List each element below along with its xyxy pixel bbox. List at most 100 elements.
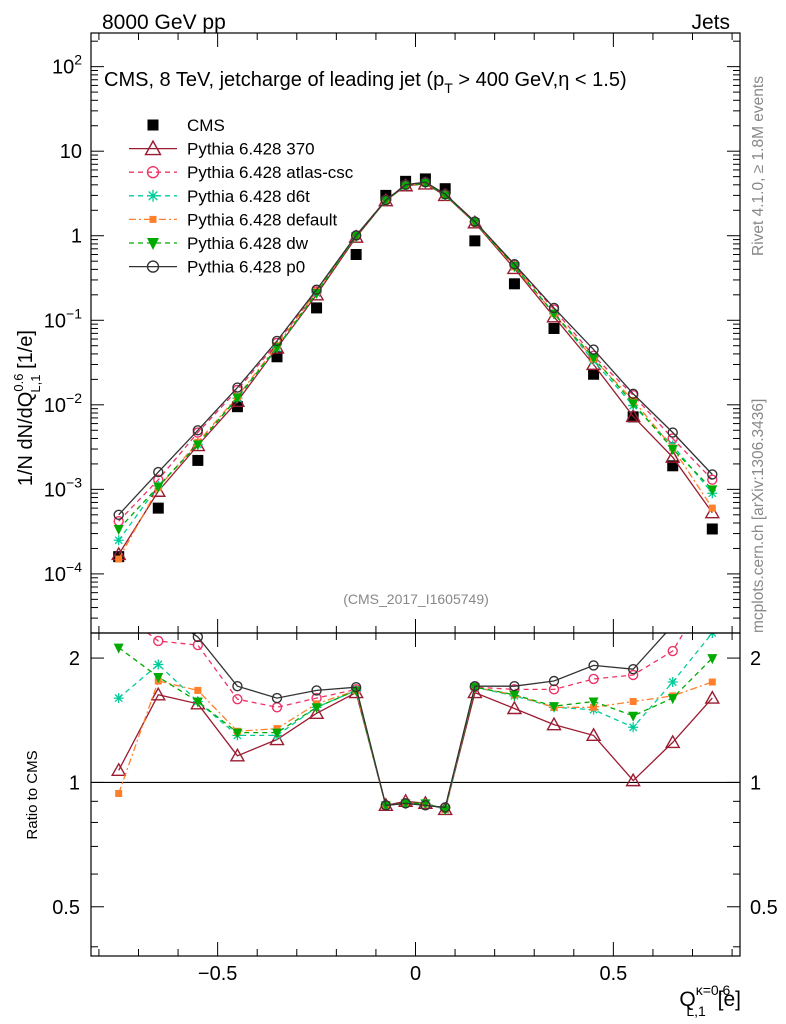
main-point-p0-10 <box>439 188 451 200</box>
plot-title: CMS, 8 TeV, jetcharge of leading jet (pT… <box>104 69 627 96</box>
main-point-dw-6 <box>351 232 362 243</box>
main-y-tick-label-base: 1 <box>71 226 82 248</box>
plot-title-rest: > 400 GeV,η < 1.5) <box>453 69 627 91</box>
main-y-tick-label-base: 10 <box>60 141 82 163</box>
ratio-point-p0-10 <box>439 802 451 813</box>
ratio-point-dw-2 <box>192 697 203 708</box>
main-point-cms-4 <box>271 351 283 363</box>
ratio-point-p0-4 <box>271 692 283 704</box>
ratio-point-atlas-14 <box>588 673 599 685</box>
legend-label-atlas: Pythia 6.428 atlas-csc <box>187 163 354 182</box>
ratio-point-p370-1 <box>150 686 166 701</box>
main-line-p0 <box>118 181 713 516</box>
ratio-point-p370-11 <box>467 684 483 699</box>
main-point-dw-3 <box>232 393 243 404</box>
x-axis-label-sub: L,1 <box>686 1003 706 1019</box>
ratio-point-p0-2 <box>192 633 204 643</box>
ratio-point-p0-16 <box>668 621 677 630</box>
main-point-dw-14 <box>588 353 599 364</box>
ratio-point-p370-0 <box>111 762 127 776</box>
main-point-cms-12 <box>508 278 520 290</box>
ratio-point-atlas-15 <box>627 669 639 681</box>
ratio-point-atlas-2 <box>192 639 204 651</box>
main-y-tick-label-base: 10 <box>44 310 66 332</box>
rivet-side-label: Rivet 4.1.0, ≥ 1.8M events <box>750 76 767 256</box>
main-point-p0-0 <box>113 509 124 521</box>
ratio-point-dw-13 <box>549 702 560 713</box>
ratio-y-tick-label-right-1: 1 <box>750 772 761 794</box>
main-point-p370-17 <box>704 504 720 519</box>
x-axis-label-sup: κ=0.6 <box>696 982 731 998</box>
ratio-point-default-15 <box>629 697 637 705</box>
ratio-point-p370-3 <box>229 747 246 762</box>
x-axis-label-main: Q <box>679 988 695 1011</box>
legend-marker-atlas <box>146 165 160 179</box>
ratio-point-p0-13 <box>548 675 560 687</box>
main-point-dw-12 <box>509 261 520 272</box>
main-point-p0-13 <box>548 302 560 314</box>
ratio-point-p0-1 <box>154 607 163 616</box>
ratio-point-dw-5 <box>311 703 322 714</box>
ratio-point-p370-16 <box>665 734 681 749</box>
main-y-tick-label-base: 10 <box>52 57 74 79</box>
ratio-point-p0-3 <box>232 680 243 692</box>
main-point-dw-7 <box>380 196 391 207</box>
main-point-p0-1 <box>153 466 164 478</box>
ratio-point-d6t-0 <box>113 693 124 704</box>
ratio-line-p370 <box>118 691 713 811</box>
header-left-label: 8000 GeV pp <box>102 11 226 34</box>
ratio-point-p0-8 <box>400 798 411 809</box>
ratio-point-atlas-16 <box>667 645 678 657</box>
main-point-p370-16 <box>665 449 681 463</box>
ratio-point-p0-0 <box>114 581 123 590</box>
main-y-axis-label-main: 1/N dN/dQ <box>15 392 37 486</box>
mcplots-side-label: mcplots.cern.ch [arXiv:1306.3436] <box>750 399 767 633</box>
ratio-point-dw-10 <box>440 805 451 816</box>
main-y-axis-label-sup: 0.6 <box>11 374 26 392</box>
ratio-point-dw-15 <box>628 711 639 722</box>
legend-label-cms: CMS <box>187 116 225 135</box>
main-y-tick-label-exp: −2 <box>66 390 82 406</box>
main-point-cms-2 <box>192 454 204 466</box>
main-series-group <box>111 173 720 563</box>
x-tick-label-0: −0.5 <box>198 963 237 985</box>
main-point-cms-13 <box>548 322 560 334</box>
main-point-dw-1 <box>153 482 164 493</box>
main-point-dw-9 <box>420 179 431 190</box>
legend-label-dw: Pythia 6.428 dw <box>187 234 309 253</box>
main-point-p0-11 <box>469 216 481 227</box>
ratio-point-atlas-3 <box>232 694 243 705</box>
legend-marker-p370 <box>144 139 162 156</box>
main-point-d6t-0 <box>113 535 124 546</box>
legend-marker-default <box>149 215 157 223</box>
main-point-default-17 <box>708 504 716 512</box>
main-point-cms-11 <box>469 235 481 247</box>
ratio-panel-frame <box>90 632 741 957</box>
ratio-point-dw-8 <box>400 799 411 810</box>
legend-label-d6t: Pythia 6.428 d6t <box>187 187 310 206</box>
ratio-point-p0-12 <box>509 680 520 692</box>
main-line-dw <box>118 182 713 530</box>
ratio-point-dw-14 <box>588 697 599 708</box>
main-point-cms-17 <box>706 523 718 535</box>
ratio-point-dw-3 <box>232 728 243 739</box>
main-point-dw-11 <box>469 218 480 229</box>
main-y-tick-label-base: 10 <box>44 564 66 586</box>
ratio-point-p0-11 <box>469 680 481 692</box>
ratio-point-d6t-1 <box>153 659 164 670</box>
main-point-p0-6 <box>350 230 362 241</box>
ratio-y-tick-label-1: 1 <box>69 772 80 794</box>
ratio-point-dw-17 <box>707 654 718 665</box>
main-point-p0-16 <box>667 427 678 438</box>
main-y-tick-label-3: 10−1 <box>44 305 82 332</box>
main-point-p0-15 <box>627 388 639 399</box>
main-y-tick-label-4: 1 <box>71 226 82 248</box>
main-y-tick-label-exp: 2 <box>74 52 82 68</box>
x-tick-label-1: 0 <box>410 963 421 985</box>
legend-label-p370: Pythia 6.428 370 <box>187 140 315 159</box>
ratio-y-axis-label: Ratio to CMS <box>24 750 41 839</box>
main-point-p0-3 <box>232 382 243 393</box>
main-y-tick-label-exp: −4 <box>66 559 82 575</box>
ratio-point-p0-7 <box>380 800 392 811</box>
